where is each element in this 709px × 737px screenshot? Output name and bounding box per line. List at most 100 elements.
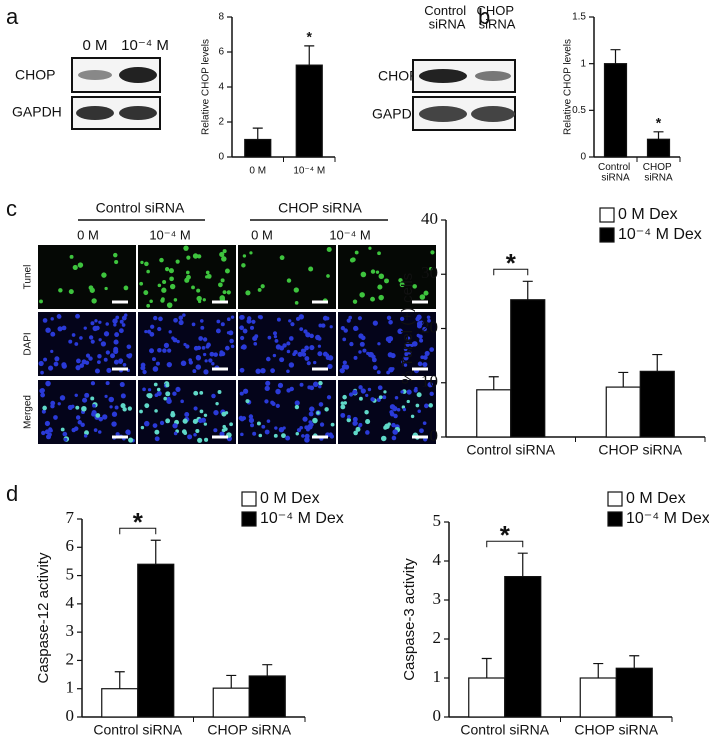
- cell: [242, 254, 247, 258]
- cell: [242, 388, 249, 394]
- cell: [239, 391, 244, 396]
- y-tick-label: 1: [433, 667, 442, 686]
- cell: [115, 432, 120, 437]
- group-label: Control siRNA: [96, 200, 185, 216]
- cell: [199, 390, 204, 395]
- cell: [358, 385, 363, 390]
- cell: [90, 321, 95, 326]
- cell: [419, 428, 424, 434]
- cell: [239, 367, 245, 373]
- cell: [394, 395, 399, 400]
- cell: [239, 325, 245, 331]
- cell: [429, 347, 435, 352]
- y-tick-label: 5: [66, 564, 75, 583]
- cell: [205, 270, 210, 275]
- cell: [204, 437, 209, 442]
- cell: [58, 288, 63, 293]
- cell: [168, 330, 172, 334]
- cell: [39, 388, 45, 394]
- cell: [182, 313, 186, 317]
- cell: [161, 287, 167, 293]
- cell: [169, 283, 176, 290]
- y-tick-label: 30: [421, 263, 438, 282]
- error-bar: [652, 353, 663, 372]
- cell: [139, 409, 143, 414]
- cell: [191, 322, 196, 327]
- x-tick-label: Control siRNA: [466, 442, 555, 458]
- cell: [44, 420, 51, 427]
- significance-bracket: [486, 540, 524, 548]
- significance: *: [133, 507, 144, 537]
- cell: [203, 352, 207, 357]
- cell: [40, 392, 45, 398]
- cell: [342, 337, 347, 342]
- cell: [156, 387, 161, 392]
- cell: [257, 287, 262, 292]
- bar: [579, 677, 617, 718]
- cell: [113, 359, 119, 365]
- cell: [239, 314, 245, 320]
- cell: [41, 430, 46, 436]
- cell: [380, 435, 387, 442]
- cell: [304, 425, 309, 430]
- cell: [368, 246, 372, 250]
- cell: [98, 320, 102, 324]
- cell: [113, 252, 118, 258]
- cell: [302, 416, 308, 422]
- cell: [383, 390, 387, 394]
- cell: [415, 403, 420, 408]
- cell: [168, 268, 174, 274]
- cell: [53, 361, 59, 367]
- cell: [90, 381, 96, 386]
- cell: [120, 393, 126, 399]
- cell: [245, 290, 251, 296]
- cell: [359, 341, 365, 347]
- cell: [211, 393, 216, 399]
- cell: [340, 401, 345, 405]
- cell: [327, 363, 333, 369]
- cell: [393, 413, 398, 419]
- cell: [427, 318, 431, 323]
- cell: [121, 323, 126, 327]
- error-bar: [262, 664, 273, 676]
- cell: [68, 339, 73, 344]
- cell: [202, 337, 208, 342]
- cell: [224, 345, 230, 351]
- cell: [253, 342, 258, 346]
- y-tick-label: 1: [66, 678, 75, 697]
- cell: [193, 406, 198, 411]
- cell: [219, 251, 225, 258]
- cell: [77, 420, 82, 425]
- cell: [121, 315, 127, 321]
- cell: [183, 245, 189, 251]
- cell: [261, 424, 266, 429]
- cell: [270, 368, 276, 374]
- cell: [153, 315, 158, 321]
- cell: [197, 437, 203, 443]
- cell: [186, 255, 191, 260]
- cell: [60, 427, 65, 432]
- cell: [342, 394, 347, 400]
- x-tick-label: Control siRNA: [93, 722, 182, 737]
- bar: [603, 63, 628, 158]
- cell: [378, 273, 385, 279]
- cell: [377, 284, 383, 290]
- cell: [347, 414, 351, 419]
- cell: [170, 412, 176, 418]
- cell: [125, 429, 131, 435]
- bar: [476, 389, 512, 438]
- cell: [365, 393, 369, 397]
- cell: [412, 341, 418, 347]
- cell: [407, 350, 412, 355]
- cell: [206, 342, 211, 348]
- cell: [192, 253, 199, 259]
- cell: [88, 356, 93, 361]
- cell: [306, 361, 311, 366]
- cell: [340, 325, 346, 331]
- cell: [80, 422, 85, 428]
- cell: [309, 406, 315, 412]
- bar: [248, 675, 286, 718]
- cell: [81, 405, 87, 412]
- cell: [317, 344, 322, 348]
- y-tick-label: 0: [218, 152, 224, 163]
